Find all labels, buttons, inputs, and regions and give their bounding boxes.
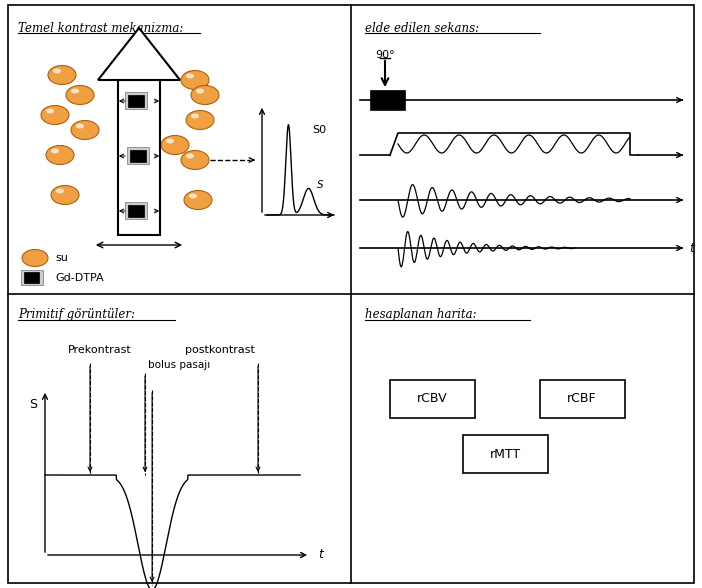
Bar	[463, 435, 548, 473]
Ellipse shape	[181, 151, 209, 169]
Text: rMTT: rMTT	[489, 447, 521, 460]
Text: Prekontrast: Prekontrast	[68, 345, 132, 355]
Ellipse shape	[22, 249, 48, 266]
Text: t: t	[689, 242, 694, 255]
Ellipse shape	[191, 113, 199, 119]
Ellipse shape	[186, 153, 194, 159]
Ellipse shape	[56, 189, 64, 193]
Bar	[540, 380, 625, 418]
Text: bolus pasajı: bolus pasajı	[148, 360, 211, 370]
Ellipse shape	[186, 111, 214, 129]
Ellipse shape	[76, 123, 84, 129]
Bar	[127, 147, 149, 164]
Text: postkontrast: postkontrast	[185, 345, 255, 355]
Ellipse shape	[186, 74, 194, 79]
Bar	[128, 205, 144, 217]
Ellipse shape	[48, 65, 76, 85]
Text: rCBF: rCBF	[567, 393, 597, 406]
Text: S0: S0	[312, 125, 326, 135]
Ellipse shape	[71, 89, 79, 93]
Bar	[24, 272, 39, 283]
Text: elde edilen sekans:: elde edilen sekans:	[365, 22, 479, 35]
Ellipse shape	[166, 139, 174, 143]
Text: hesaplanan harita:: hesaplanan harita:	[365, 308, 477, 321]
Bar	[118, 80, 160, 235]
Bar	[130, 150, 146, 162]
Ellipse shape	[51, 185, 79, 205]
Ellipse shape	[161, 135, 189, 155]
Text: t: t	[318, 549, 323, 562]
Ellipse shape	[46, 145, 74, 165]
Text: S: S	[317, 180, 324, 190]
Text: 90°: 90°	[375, 50, 395, 60]
Text: Primitif görüntüler:: Primitif görüntüler:	[18, 308, 135, 321]
Ellipse shape	[71, 121, 99, 139]
Ellipse shape	[46, 109, 54, 113]
Ellipse shape	[181, 71, 209, 89]
Ellipse shape	[191, 85, 219, 105]
Text: rCBV: rCBV	[417, 393, 447, 406]
Ellipse shape	[196, 89, 204, 93]
Ellipse shape	[51, 149, 59, 153]
Bar	[128, 95, 144, 107]
Ellipse shape	[189, 193, 197, 199]
Text: Gd-DTPA: Gd-DTPA	[55, 273, 104, 283]
Ellipse shape	[66, 85, 94, 105]
Bar	[390, 380, 475, 418]
Bar	[21, 270, 43, 285]
Ellipse shape	[41, 105, 69, 125]
Bar	[125, 202, 147, 219]
Polygon shape	[98, 28, 180, 80]
Text: Temel kontrast mekanizma:: Temel kontrast mekanizma:	[18, 22, 183, 35]
Ellipse shape	[53, 68, 61, 74]
Bar	[125, 92, 147, 109]
Ellipse shape	[184, 191, 212, 209]
Bar	[370, 90, 405, 110]
Text: su: su	[55, 253, 68, 263]
Text: S: S	[29, 399, 37, 412]
